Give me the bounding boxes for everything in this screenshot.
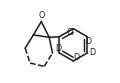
Text: D: D: [55, 44, 61, 53]
Text: D: D: [74, 53, 80, 62]
Text: O: O: [38, 11, 45, 20]
Text: Cl: Cl: [66, 28, 74, 37]
Text: D: D: [85, 37, 91, 46]
Text: D: D: [89, 48, 95, 57]
